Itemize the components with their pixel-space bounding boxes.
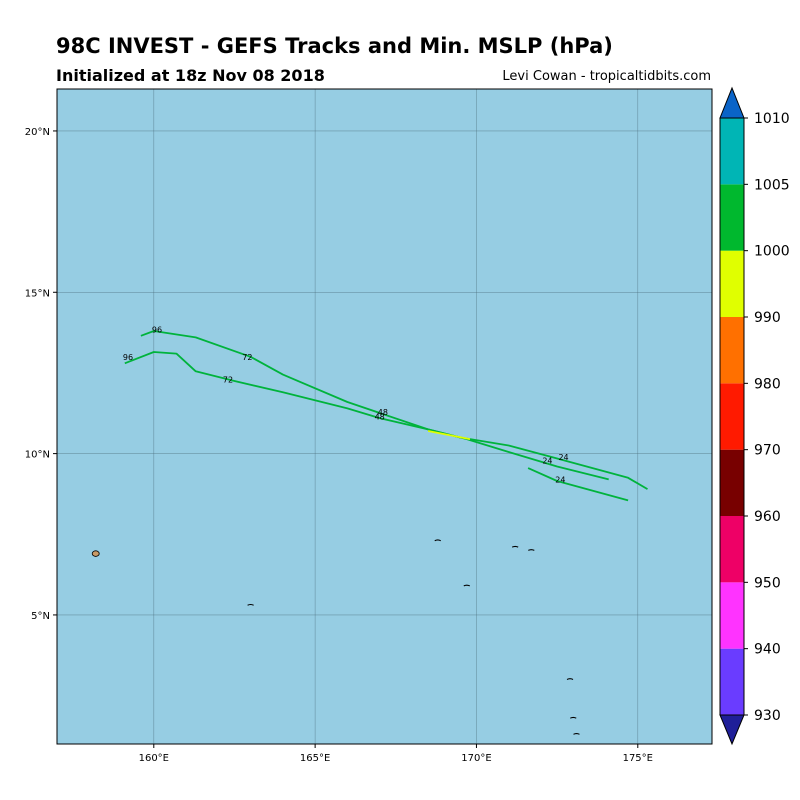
colorbar-segment (720, 516, 744, 583)
island-wotje (528, 549, 535, 551)
colorbar-tick-label: 950 (754, 575, 781, 591)
lat-tick-label: 15°N (25, 288, 50, 299)
forecast-hour-label: 96 (152, 326, 162, 335)
colorbar-segment (720, 383, 744, 450)
island-kwajalein (511, 545, 519, 548)
lat-tick-label: 20°N (25, 127, 50, 138)
forecast-hour-label: 24 (558, 453, 568, 462)
colorbar-tick-label: 980 (754, 376, 781, 392)
lon-tick-label: 165°E (300, 753, 330, 764)
colorbar-frame (719, 117, 745, 716)
colorbar-tick-label: 960 (754, 509, 781, 525)
forecast-hour-label: 72 (223, 376, 233, 385)
island-ujae (434, 539, 441, 542)
lon-tick-label: 175°E (623, 753, 653, 764)
forecast-hour-label: 24 (542, 456, 552, 465)
colorbar-tick-label: 1005 (754, 177, 790, 193)
track-line-4 (427, 430, 471, 440)
forecast-hour-label: 24 (555, 476, 565, 485)
island-kosrae (247, 603, 254, 606)
colorbar-segment (720, 250, 744, 317)
colorbar-segment (720, 449, 744, 516)
forecast-hour-label: 96 (123, 353, 133, 362)
lat-tick-label: 5°N (31, 611, 50, 622)
map-ocean (57, 89, 712, 744)
lon-tick-label: 170°E (461, 753, 491, 764)
forecast-hour-label: 48 (378, 408, 388, 417)
island-pohnpei (91, 550, 100, 557)
island-tarawa-n (566, 678, 574, 680)
forecast-hour-label: 48 (375, 413, 385, 422)
track-line-3 (527, 467, 629, 502)
forecast-hour-label: 72 (242, 353, 252, 362)
island-tarawa-s2 (573, 733, 580, 735)
lat-tick-label: 10°N (25, 450, 50, 461)
colorbar-tick-label: 970 (754, 443, 781, 459)
map-frame (56, 88, 713, 745)
colorbar-segment (720, 582, 744, 649)
colorbar-segment (720, 317, 744, 384)
credit-text: Levi Cowan - tropicaltidbits.com (502, 69, 711, 84)
lon-tick-label: 160°E (139, 753, 169, 764)
colorbar-tick-label: 1000 (754, 244, 790, 260)
colorbar-over-arrow (719, 86, 745, 119)
colorbar-tick-label: 990 (754, 310, 781, 326)
track-line-1 (140, 330, 648, 490)
colorbar-tick-label: 930 (754, 708, 781, 724)
colorbar-segment (720, 184, 744, 251)
colorbar-segment (720, 648, 744, 715)
colorbar-segment (720, 118, 744, 185)
init-time: Initialized at 18z Nov 08 2018 (56, 66, 325, 85)
colorbar-tick-label: 940 (754, 642, 781, 658)
island-tarawa-s (570, 716, 577, 719)
track-line-2 (124, 351, 609, 481)
chart-title: 98C INVEST - GEFS Tracks and Min. MSLP (… (56, 34, 613, 58)
colorbar-under-arrow (719, 714, 745, 746)
colorbar-tick-label: 1010 (754, 111, 790, 127)
island-jaluit (463, 584, 471, 587)
